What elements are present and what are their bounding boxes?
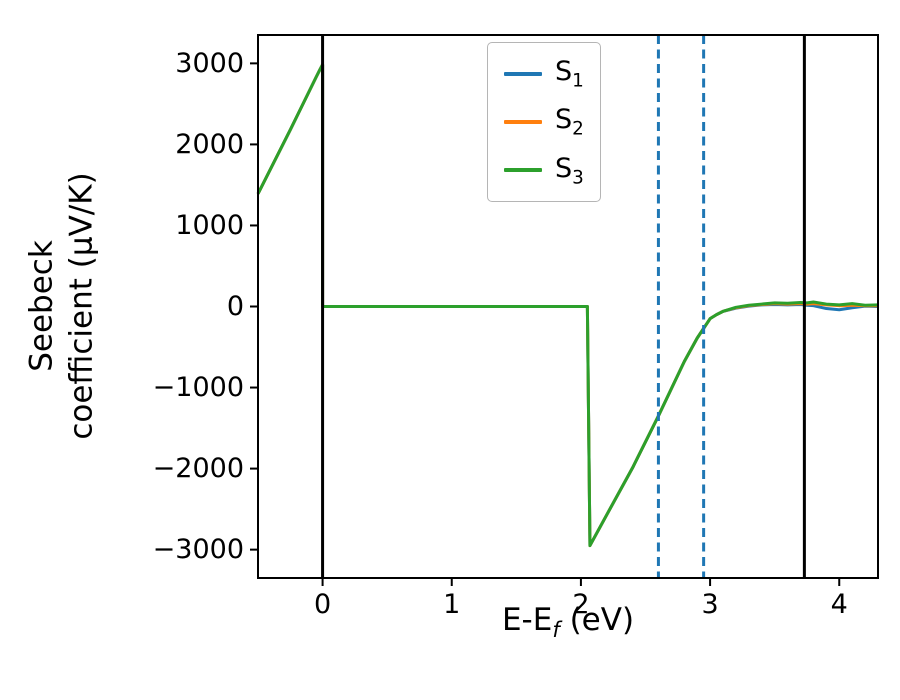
legend-entry-s2: S2 <box>504 104 584 140</box>
x-axis-label-subscript: f <box>552 617 560 643</box>
x-tick-label: 1 <box>443 589 460 620</box>
legend-line-sample-s1 <box>504 71 542 76</box>
y-tick-label: −1000 <box>153 372 244 403</box>
x-tick-label: 2 <box>572 589 589 620</box>
y-tick-label: 0 <box>227 291 244 322</box>
y-tick-label: 2000 <box>175 129 244 160</box>
x-axis-label-suffix: (eV) <box>559 602 635 638</box>
y-tick-label: 3000 <box>175 48 244 79</box>
y-tick-label: 1000 <box>175 210 244 241</box>
y-axis-label-line1: Seebeck <box>23 240 60 372</box>
legend-label-s1: S1 <box>555 56 584 92</box>
x-tick-label: 0 <box>314 589 331 620</box>
y-tick-label: −3000 <box>153 534 244 565</box>
x-axis-ticks: 0 1 2 3 4 <box>314 578 848 620</box>
y-tick-label: −2000 <box>153 453 244 484</box>
legend-line-sample-s3 <box>504 168 542 173</box>
legend-label-s2: S2 <box>555 104 584 140</box>
legend-entry-s3: S3 <box>504 153 584 188</box>
legend-line-sample-s2 <box>504 120 542 125</box>
legend-entry-s1: S1 <box>504 56 584 91</box>
y-axis-label: Seebeck coefficient (μV/K) <box>22 172 101 439</box>
reference-vlines <box>321 35 806 578</box>
legend-label-s3: S3 <box>555 152 584 189</box>
x-axis-label: E-Ef (eV) <box>502 602 634 642</box>
y-axis-ticks: −3000 −2000 −1000 0 1000 2000 3000 <box>153 48 258 565</box>
x-tick-label: 3 <box>701 589 718 620</box>
y-axis-label-line2: coefficient (μV/K) <box>63 172 99 440</box>
x-tick-label: 4 <box>831 589 848 620</box>
x-axis-label-prefix: E-E <box>501 602 553 638</box>
legend: S1 S2 S3 <box>487 42 601 203</box>
